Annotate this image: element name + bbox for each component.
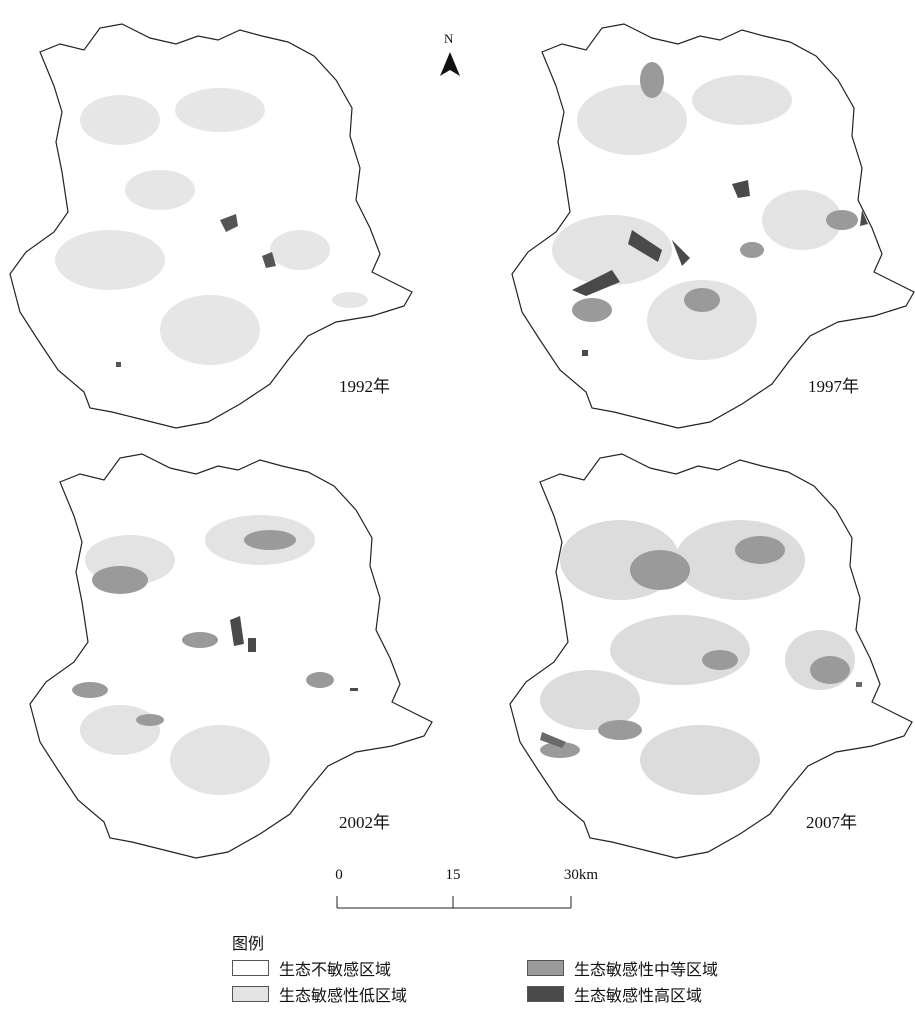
legend-label: 生态敏感性中等区域	[574, 960, 719, 979]
legend-item-medium: 生态敏感性中等区域	[527, 956, 718, 980]
scale-bar	[336, 896, 572, 909]
legend-label: 生态不敏感区域	[279, 960, 392, 979]
scale-label-15: 15	[445, 867, 461, 883]
legend-title: 图例	[232, 934, 265, 953]
map-panel-2002	[29, 453, 433, 859]
high-sensitivity-areas	[116, 214, 276, 367]
north-label: N	[444, 31, 454, 46]
map-panel-1992	[9, 23, 413, 429]
year-label-2007: 2007年	[806, 813, 857, 832]
year-label-1997: 1997年	[808, 377, 859, 396]
year-label-2002: 2002年	[339, 813, 390, 832]
year-label-1992: 1992年	[339, 377, 390, 396]
legend-label: 生态敏感性低区域	[279, 986, 408, 1005]
high-sensitivity-areas	[572, 180, 868, 356]
medium-sensitivity-areas	[572, 62, 858, 322]
legend-swatch-medium	[527, 960, 564, 976]
legend-label: 生态敏感性高区域	[574, 986, 703, 1005]
legend-item-low: 生态敏感性低区域	[232, 982, 407, 1006]
legend-item-not-sensitive: 生态不敏感区域	[232, 956, 391, 980]
map-panel-2007	[509, 453, 913, 859]
high-sensitivity-areas	[540, 682, 862, 748]
scale-label-30km: 30km	[563, 867, 599, 883]
legend-swatch-low	[232, 986, 269, 1002]
scale-label-0: 0	[335, 867, 343, 883]
low-sensitivity-areas	[552, 75, 842, 360]
high-sensitivity-areas	[230, 616, 358, 691]
medium-sensitivity-areas	[540, 536, 850, 758]
map-panel-1997	[511, 23, 915, 429]
legend-swatch-white	[232, 960, 269, 976]
medium-sensitivity-areas	[72, 530, 334, 726]
legend-item-high: 生态敏感性高区域	[527, 982, 702, 1006]
low-sensitivity-areas	[55, 88, 368, 365]
north-arrow-icon	[440, 52, 460, 76]
legend-swatch-high	[527, 986, 564, 1002]
